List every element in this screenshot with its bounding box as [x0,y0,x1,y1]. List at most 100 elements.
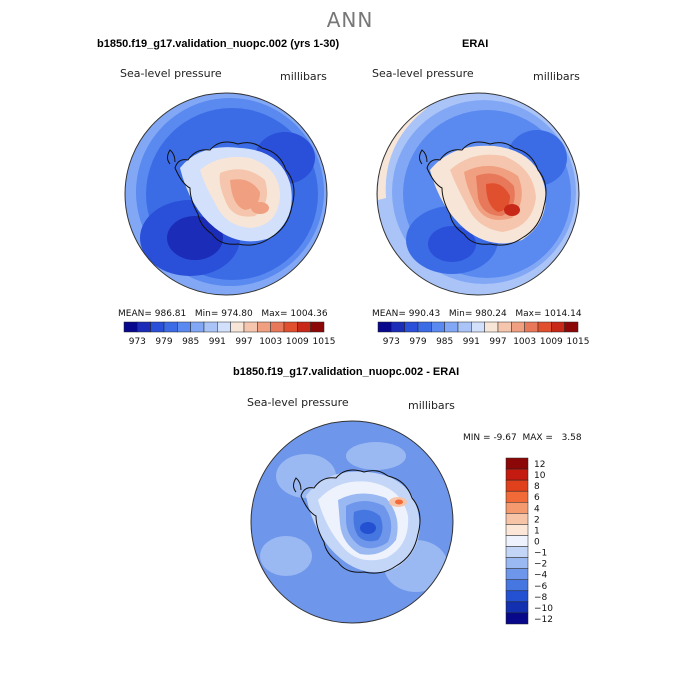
figure-suptitle: ANN [326,8,374,32]
colorbar-swatch [203,321,218,333]
panel2-max-value: 1014.14 [544,309,582,319]
panel2-title: ERAI [462,38,489,50]
panel3-max-label: MAX = [522,433,553,443]
colorbar-swatch [270,321,285,333]
panel3-left-label: Sea-level pressure [247,396,349,409]
colorbar-tick-label: −8 [534,593,548,603]
colorbar-swatch [505,546,529,558]
panel3-min-value: -9.67 [493,433,517,443]
colorbar-swatch [417,321,432,333]
colorbar-tick-label: −2 [534,560,547,570]
panel1-mean-label: MEAN= [118,309,152,319]
colorbar-tick-label: 12 [534,460,545,470]
panel2-left-label: Sea-level pressure [372,67,474,80]
colorbar-tick-label: 0 [534,538,540,548]
colorbar-swatch [377,321,392,333]
colorbar-tick-label: 973 [129,337,146,347]
colorbar-swatch [163,321,178,333]
colorbar-swatch [257,321,271,333]
colorbar-tick-label: 985 [436,337,453,347]
panel3-stats: MIN = -9.67 MAX = 3.58 [463,433,582,443]
panel3-max-value: 3.58 [561,433,582,443]
colorbar-tick-label: 1015 [313,337,336,347]
colorbar-swatch [505,490,529,503]
panel2-units-label: millibars [533,70,580,83]
panel1-max-value: 1004.36 [290,309,328,319]
panel3-min-label: MIN = [463,433,491,443]
colorbar-swatch [505,524,529,536]
panel2-stats: MEAN= 990.43 Min= 980.24 Max= 1014.14 [372,309,582,319]
colorbar-swatch [505,457,529,470]
panel1-colorbar: 973 979 985 991 997 1003 1009 1015 [123,321,336,347]
colorbar-swatch [230,321,245,333]
colorbar-swatch [283,321,298,333]
colorbar-tick-label: 6 [534,493,540,503]
colorbar-tick-label: −1 [534,549,547,559]
colorbar-swatch [505,479,529,492]
colorbar-tick-label: 1003 [259,337,282,347]
colorbar-tick-label: 1015 [567,337,590,347]
colorbar-swatch [505,601,529,614]
panel2-max-label: Max= [515,309,542,319]
colorbar-tick-label: 991 [463,337,480,347]
panel2-min-value: 980.24 [475,309,507,319]
colorbar-tick-label: 4 [534,504,540,514]
colorbar-swatch [551,321,565,333]
colorbar-swatch [391,321,405,333]
colorbar-swatch [505,568,529,580]
colorbar-swatch [471,321,485,333]
colorbar-swatch [123,321,138,333]
colorbar-swatch [505,513,529,525]
colorbar-swatch [505,590,529,603]
colorbar-tick-label: 997 [489,337,506,347]
colorbar-tick-label: 1009 [286,337,309,347]
colorbar-swatch [505,535,529,547]
colorbar-swatch [137,321,151,333]
colorbar-swatch [457,321,472,333]
colorbar-swatch [177,321,191,333]
colorbar-tick-label: 1 [534,526,540,536]
colorbar-swatch [484,321,499,333]
panel1-mean-value: 986.81 [154,309,187,319]
colorbar-swatch [243,321,258,333]
colorbar-tick-label: 1003 [513,337,536,347]
colorbar-swatch [505,502,529,514]
colorbar-swatch [310,321,325,333]
colorbar-swatch [431,321,445,333]
colorbar-tick-label: −4 [534,571,548,581]
colorbar-tick-label: 8 [534,482,540,492]
colorbar-tick-label: 973 [383,337,400,347]
panel2-colorbar: 973 979 985 991 997 1003 1009 1015 [377,321,590,347]
panel1-units-label: millibars [280,70,327,83]
colorbar-tick-label: −10 [534,604,553,614]
panel1-min-value: 974.80 [221,309,253,319]
colorbar-tick-label: 985 [182,337,199,347]
panel1-left-label: Sea-level pressure [120,67,222,80]
colorbar-tick-label: 991 [209,337,226,347]
panel1-min-label: Min= [194,309,219,319]
colorbar-swatch [505,557,529,569]
colorbar-tick-label: 1009 [540,337,563,347]
colorbar-swatch [537,321,552,333]
colorbar-tick-label: −6 [534,582,548,592]
colorbar-tick-label: 979 [155,337,172,347]
colorbar-swatch [505,468,529,481]
colorbar-swatch [217,321,231,333]
panel3-polar-map [250,420,454,624]
colorbar-swatch [511,321,525,333]
colorbar-tick-label: −12 [534,615,553,625]
panel2-mean-value: 990.43 [408,309,441,319]
colorbar-swatch [150,321,165,333]
colorbar-swatch [524,321,539,333]
panel3-units-label: millibars [408,399,455,412]
colorbar-swatch [497,321,512,333]
panel3-title: b1850.f19_g17.validation_nuopc.002 - ERA… [233,366,460,378]
colorbar-swatch [190,321,205,333]
colorbar-swatch [404,321,419,333]
colorbar-tick-label: 2 [534,515,540,525]
panel2-polar-map [376,92,580,296]
panel1-max-label: Max= [261,309,288,319]
colorbar-tick-label: 997 [235,337,252,347]
colorbar-swatch [297,321,311,333]
